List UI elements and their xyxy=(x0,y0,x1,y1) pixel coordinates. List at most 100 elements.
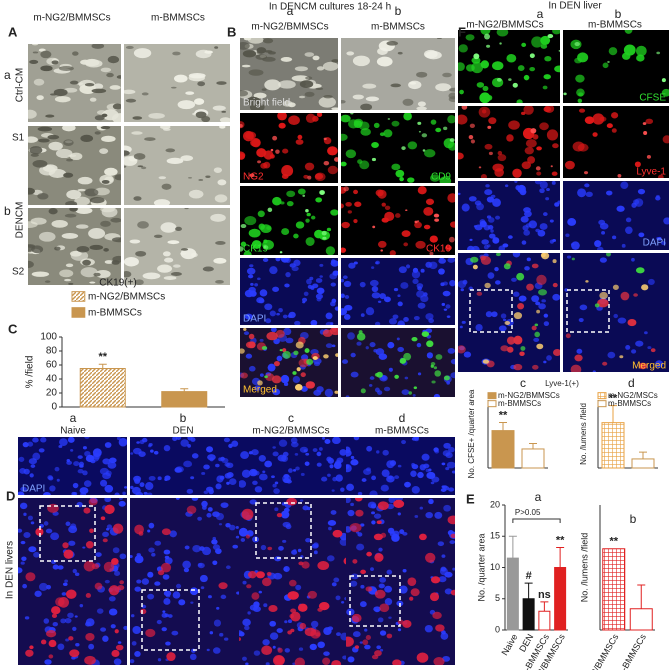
cell xyxy=(287,591,299,600)
cell xyxy=(552,282,558,288)
cell xyxy=(369,279,379,287)
cell xyxy=(287,102,296,108)
cell xyxy=(243,250,252,255)
cell xyxy=(198,179,204,181)
cell xyxy=(30,217,47,225)
cell xyxy=(306,278,312,285)
cell xyxy=(239,630,244,637)
cell xyxy=(368,383,373,387)
error-bar xyxy=(499,421,507,431)
cell xyxy=(597,246,604,250)
cell xyxy=(161,528,171,536)
cell xyxy=(450,533,455,539)
cell xyxy=(531,295,540,303)
cell xyxy=(27,515,34,521)
cell xyxy=(231,440,239,447)
cell xyxy=(163,549,171,555)
cell xyxy=(512,168,522,178)
cell xyxy=(411,462,416,467)
cell xyxy=(377,501,389,511)
cell xyxy=(612,235,617,240)
cell xyxy=(157,570,165,576)
cell xyxy=(407,141,418,150)
cell xyxy=(410,588,420,597)
cell xyxy=(334,157,338,162)
cell xyxy=(332,529,343,538)
cell xyxy=(380,484,389,492)
cell xyxy=(571,257,575,261)
cell xyxy=(240,451,249,460)
cell xyxy=(241,508,254,521)
cell xyxy=(102,458,111,465)
cell xyxy=(249,499,257,505)
column-label: m-NG2/BMMSCs xyxy=(251,22,328,33)
cell xyxy=(434,370,442,377)
column-label: m-BMMSCs xyxy=(371,22,425,33)
cell xyxy=(459,89,464,95)
cell xyxy=(68,540,76,546)
cell xyxy=(66,460,72,465)
micrograph xyxy=(130,498,239,665)
chart-subtitle: a xyxy=(535,490,542,504)
micrograph xyxy=(18,498,127,665)
cell xyxy=(316,113,323,117)
cell xyxy=(80,267,98,278)
cell xyxy=(153,199,171,205)
cell xyxy=(201,472,206,475)
cell xyxy=(529,53,535,59)
cell xyxy=(402,620,412,628)
cell xyxy=(524,146,534,155)
cell xyxy=(54,466,60,472)
cell xyxy=(484,282,491,289)
cell xyxy=(388,318,398,325)
cell xyxy=(400,282,409,289)
cell xyxy=(49,485,56,492)
cell xyxy=(184,208,189,210)
cell xyxy=(463,351,472,358)
cell xyxy=(476,291,483,296)
cell xyxy=(290,611,301,622)
cell xyxy=(394,374,399,379)
cell xyxy=(55,148,73,159)
cell xyxy=(417,286,422,291)
cell xyxy=(533,337,540,342)
cell xyxy=(331,489,335,492)
cell xyxy=(429,592,440,602)
cell xyxy=(57,643,65,651)
cell xyxy=(219,117,230,122)
cell xyxy=(310,286,315,290)
cell xyxy=(293,233,299,239)
cell xyxy=(441,554,446,558)
y-tick-label: 20 xyxy=(490,499,500,509)
cell xyxy=(285,272,291,278)
cell xyxy=(259,289,268,297)
cell xyxy=(319,275,323,278)
cell xyxy=(186,488,194,494)
cell xyxy=(190,601,194,604)
chart-title: CK19(+) xyxy=(99,278,137,289)
cell xyxy=(608,47,618,56)
cell xyxy=(430,174,440,182)
cell xyxy=(500,313,507,319)
cell xyxy=(349,522,362,533)
cell xyxy=(480,174,487,178)
cell xyxy=(488,217,495,223)
cell xyxy=(130,554,133,558)
cell xyxy=(305,218,310,223)
cell xyxy=(518,295,527,302)
cell xyxy=(207,507,213,512)
cell xyxy=(269,620,277,627)
cell xyxy=(22,442,29,448)
cell xyxy=(305,237,315,246)
cell xyxy=(521,161,531,170)
cell xyxy=(47,475,53,480)
stain-label: DAPI xyxy=(643,238,666,249)
cell xyxy=(299,446,309,453)
cell xyxy=(88,643,95,650)
cell xyxy=(347,332,355,340)
cell xyxy=(625,217,632,223)
cell xyxy=(112,103,121,110)
cell xyxy=(272,655,285,665)
cell xyxy=(523,229,530,236)
cell xyxy=(369,341,376,348)
